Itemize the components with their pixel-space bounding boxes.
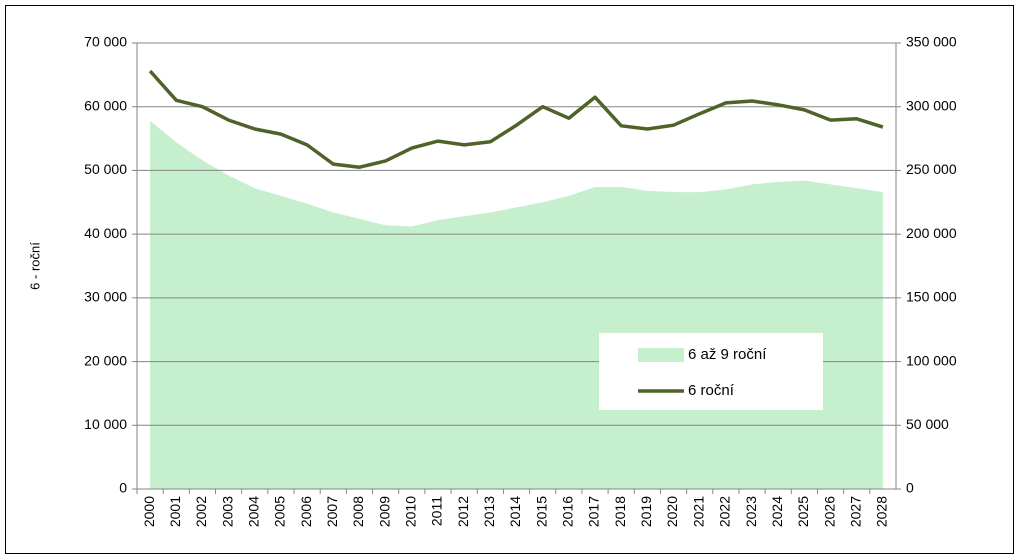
y-tick-label: 40 000: [84, 225, 127, 241]
x-tick-label: 2016: [560, 496, 576, 527]
x-tick-label: 2013: [481, 496, 497, 527]
y-tick-label: 70 000: [84, 34, 127, 50]
y-tick-label: 20 000: [84, 352, 127, 368]
legend-label: 6 až 9 roční: [688, 346, 767, 363]
legend-swatch: [638, 348, 684, 362]
y-axis-label: 6 - roční: [27, 242, 42, 290]
x-tick-label: 2014: [507, 496, 523, 527]
y2-tick-label: 50 000: [906, 416, 949, 432]
y2-tick-label: 350 000: [906, 34, 957, 50]
x-tick-label: 2007: [324, 496, 340, 527]
x-tick-label: 2010: [403, 496, 419, 527]
x-tick-label: 2025: [795, 496, 811, 527]
x-tick-label: 2015: [533, 496, 549, 527]
y2-tick-label: 150 000: [906, 289, 957, 305]
y2-tick-label: 300 000: [906, 97, 957, 113]
x-tick-label: 2023: [743, 496, 759, 527]
x-tick-label: 2027: [847, 496, 863, 527]
y-tick-label: 30 000: [84, 289, 127, 305]
x-tick-label: 2006: [298, 496, 314, 527]
x-tick-label: 2021: [690, 496, 706, 527]
x-tick-label: 2020: [664, 496, 680, 527]
x-tick-label: 2028: [874, 496, 890, 527]
x-tick-label: 2009: [376, 496, 392, 527]
x-tick-label: 2005: [272, 496, 288, 527]
legend-label: 6 roční: [688, 382, 735, 399]
legend-box: [599, 333, 823, 410]
y-tick-label: 10 000: [84, 416, 127, 432]
x-tick-label: 2002: [193, 496, 209, 527]
x-tick-label: 2008: [350, 496, 366, 527]
line: [148, 69, 884, 169]
y2-tick-label: 100 000: [906, 352, 957, 368]
x-tick-label: 2022: [717, 496, 733, 527]
y2-tick-label: 250 000: [906, 161, 957, 177]
y2-tick-label: 0: [906, 480, 914, 496]
x-tick-label: 2001: [167, 496, 183, 527]
x-tick-label: 2017: [586, 496, 602, 527]
x-tick-label: 2019: [638, 496, 654, 527]
y-tick-label: 50 000: [84, 161, 127, 177]
x-tick-label: 2026: [821, 496, 837, 527]
x-tick-label: 2018: [612, 496, 628, 527]
x-tick-label: 2024: [769, 496, 785, 527]
x-tick-label: 2000: [141, 496, 157, 527]
y2-tick-label: 200 000: [906, 225, 957, 241]
x-tick-label: 2004: [245, 496, 261, 527]
x-tick-label: 2012: [455, 496, 471, 527]
y-tick-label: 0: [119, 480, 127, 496]
x-tick-label: 2003: [219, 496, 235, 527]
x-tick-label: 2011: [429, 496, 445, 526]
y-tick-label: 60 000: [84, 97, 127, 113]
